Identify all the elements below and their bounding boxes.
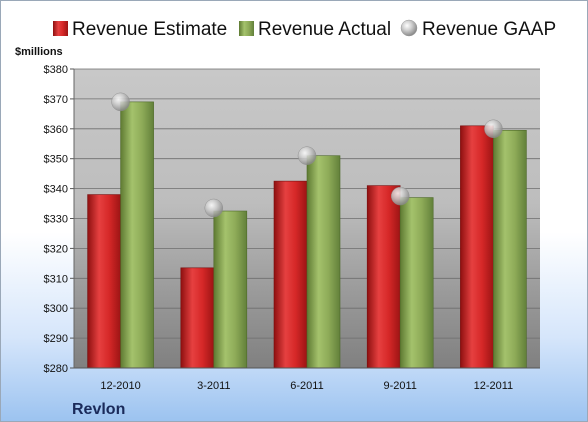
bar-revenue-estimate bbox=[180, 267, 215, 369]
chart-legend: Revenue Estimate Revenue Actual Revenue … bbox=[53, 19, 556, 40]
y-tick-label: $330 bbox=[44, 214, 68, 226]
bars bbox=[87, 101, 527, 369]
bar-revenue-actual bbox=[399, 197, 434, 369]
legend-item-revenue-estimate: Revenue Estimate bbox=[53, 19, 227, 40]
y-tick-label: $320 bbox=[44, 243, 68, 255]
x-tick-label: 9-2011 bbox=[383, 380, 416, 392]
bar-revenue-actual bbox=[493, 129, 527, 369]
bar-revenue-actual bbox=[213, 210, 248, 369]
marker-revenue-gaap bbox=[111, 92, 130, 112]
y-tick-label: $360 bbox=[44, 124, 68, 136]
y-axis-ticks: $280 $290 $300 $310 $320 $330 $340 $350 $360 $370… bbox=[44, 64, 74, 375]
x-tick-label: 6-2011 bbox=[290, 380, 323, 392]
bar-revenue-actual bbox=[120, 101, 154, 369]
y-tick-label: $370 bbox=[44, 94, 68, 106]
marker-revenue-gaap bbox=[484, 119, 503, 139]
y-tick-label: $300 bbox=[44, 303, 68, 315]
bar-revenue-estimate bbox=[366, 185, 401, 369]
y-axis-unit-label: $millions bbox=[15, 46, 63, 58]
x-axis-ticks: 12-2010 3-2011 6-2011 9-2011 12-2011 bbox=[100, 380, 513, 392]
y-tick-label: $310 bbox=[44, 273, 68, 285]
bar-revenue-estimate bbox=[460, 125, 494, 369]
x-tick-label: 3-2011 bbox=[197, 380, 230, 392]
y-tick-label: $350 bbox=[44, 154, 68, 166]
bar-revenue-estimate bbox=[87, 194, 121, 369]
legend-label-revenue-actual: Revenue Actual bbox=[258, 19, 391, 40]
y-tick-label: $340 bbox=[44, 184, 68, 196]
legend-label-revenue-estimate: Revenue Estimate bbox=[72, 19, 227, 40]
marker-revenue-gaap bbox=[390, 186, 410, 206]
legend-swatch-revenue-estimate bbox=[53, 21, 68, 36]
bar-revenue-estimate bbox=[273, 180, 308, 369]
gaap-markers bbox=[111, 92, 503, 218]
legend-item-revenue-gaap: Revenue GAAP bbox=[400, 19, 556, 40]
y-tick-label: $280 bbox=[44, 363, 68, 375]
company-name: Revlon bbox=[72, 401, 125, 418]
x-tick-label: 12-2010 bbox=[100, 380, 140, 392]
legend-swatch-revenue-gaap bbox=[400, 19, 418, 37]
bar-revenue-actual bbox=[306, 155, 341, 369]
x-tick-label: 12-2011 bbox=[474, 380, 514, 392]
legend-swatch-revenue-actual bbox=[239, 21, 254, 36]
marker-revenue-gaap bbox=[297, 146, 317, 165]
marker-revenue-gaap bbox=[204, 198, 224, 218]
y-tick-label: $290 bbox=[44, 333, 68, 345]
legend-item-revenue-actual: Revenue Actual bbox=[239, 19, 391, 40]
legend-label-revenue-gaap: Revenue GAAP bbox=[422, 19, 556, 40]
y-tick-label: $380 bbox=[44, 64, 68, 76]
